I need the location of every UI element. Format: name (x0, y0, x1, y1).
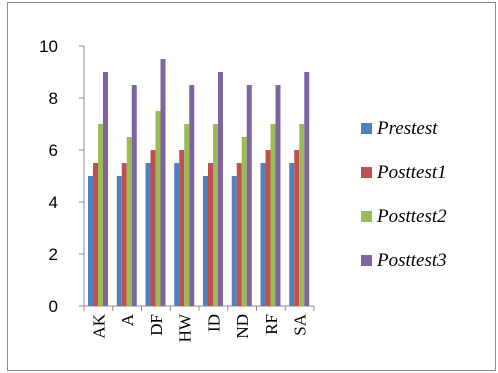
bar-posttest1-hw (179, 150, 185, 306)
legend-label: Posttest1 (376, 162, 447, 183)
bar-posttest1-ak (93, 163, 98, 306)
bar-posttest3-df (160, 59, 166, 306)
bar-posttest3-id (218, 72, 223, 306)
bar-posttest2-hw (184, 124, 190, 306)
y-tick-label: 2 (49, 245, 58, 264)
bar-posttest3-a (131, 85, 137, 306)
bar-posttest3-sa (304, 72, 310, 306)
bar-prestest-df (145, 163, 151, 306)
y-tick-label: 0 (49, 297, 58, 316)
legend-swatch (361, 167, 372, 178)
x-tick-label: HW (176, 313, 195, 342)
bar-prestest-a (116, 176, 122, 306)
x-tick-label: RF (262, 314, 281, 335)
y-tick-label: 6 (49, 141, 58, 160)
bar-prestest-id (203, 176, 208, 306)
legend-label: Posttest2 (376, 206, 447, 227)
bar-posttest2-rf (270, 124, 276, 306)
y-tick-label: 4 (49, 193, 58, 212)
bar-prestest-ak (88, 176, 93, 306)
x-tick-label: DF (147, 314, 166, 336)
bar-posttest1-nd (236, 163, 242, 306)
bar-posttest1-sa (294, 150, 300, 306)
bar-posttest2-df (155, 111, 161, 306)
x-tick-label: SA (291, 313, 310, 335)
bar-posttest3-ak (103, 72, 108, 306)
x-tick-label: AK (89, 313, 108, 338)
bar-posttest1-df (150, 150, 156, 306)
bar-posttest1-a (121, 163, 127, 306)
x-tick-label: ND (233, 314, 252, 339)
bar-posttest2-nd (241, 137, 247, 306)
x-tick-label: A (118, 313, 137, 326)
legend-swatch (361, 255, 372, 266)
bar-posttest2-sa (299, 124, 305, 306)
bar-posttest3-rf (275, 85, 281, 306)
bar-prestest-rf (260, 163, 266, 306)
bar-prestest-sa (289, 163, 295, 306)
y-tick-label: 10 (39, 37, 58, 56)
plot-area: 0 2 4 6 8 10 AK A DF HW ID ND RF SA (39, 37, 315, 342)
x-tick-label: ID (204, 314, 223, 332)
bar-prestest-nd (231, 176, 237, 306)
y-tick-label: 8 (49, 89, 58, 108)
bar-posttest3-hw (189, 85, 195, 306)
legend-label: Prestest (376, 118, 438, 139)
bar-posttest1-id (208, 163, 213, 306)
bar-posttest3-nd (246, 85, 252, 306)
legend-label: Posttest3 (376, 250, 447, 271)
bar-posttest2-a (126, 137, 132, 306)
legend-swatch (361, 123, 372, 134)
legend: Prestest Posttest1 Posttest2 Posttest3 (361, 118, 447, 271)
bar-posttest2-id (213, 124, 218, 306)
bar-prestest-hw (174, 163, 180, 306)
legend-swatch (361, 211, 372, 222)
bar-posttest1-rf (265, 150, 271, 306)
bar-posttest2-ak (98, 124, 103, 306)
